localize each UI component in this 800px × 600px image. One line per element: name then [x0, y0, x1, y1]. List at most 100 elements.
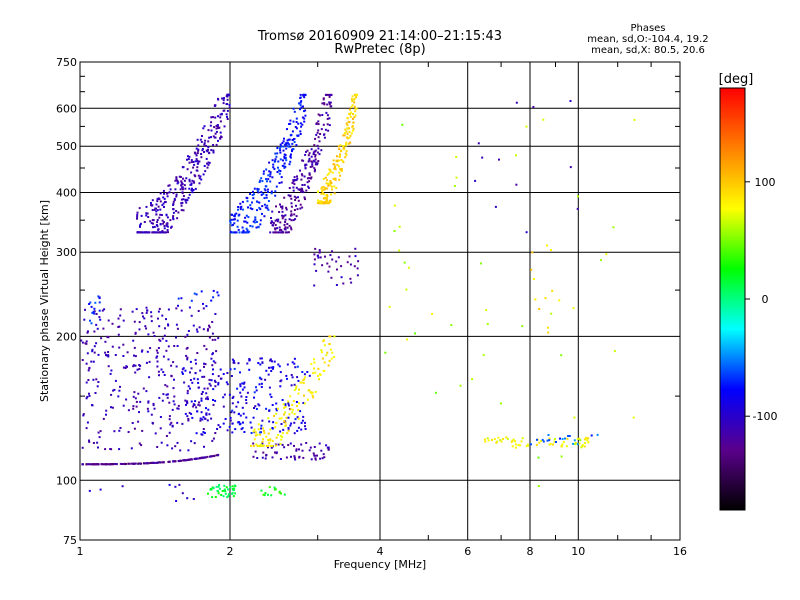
colorbar-title: [deg] — [719, 72, 754, 87]
data-point — [307, 160, 310, 163]
data-point — [243, 220, 246, 223]
data-point — [91, 404, 93, 407]
data-point — [188, 411, 191, 414]
data-point — [177, 407, 180, 410]
data-point — [275, 412, 278, 415]
data-point — [299, 130, 302, 133]
data-point — [232, 359, 235, 362]
data-point — [217, 375, 220, 378]
data-point — [167, 460, 170, 463]
data-point — [275, 422, 278, 424]
data-point — [297, 426, 300, 429]
data-point — [275, 436, 278, 439]
data-point — [261, 212, 263, 215]
x-tick-label: 2 — [227, 545, 234, 558]
data-point — [145, 214, 148, 217]
data-point — [274, 228, 277, 231]
data-point — [86, 463, 89, 466]
data-point — [295, 186, 298, 189]
data-point — [338, 178, 341, 181]
data-point — [267, 417, 270, 420]
data-point — [310, 392, 313, 395]
data-point — [481, 156, 484, 159]
data-point — [274, 451, 276, 454]
data-point — [322, 188, 325, 191]
data-point — [145, 306, 148, 309]
data-point — [320, 351, 323, 354]
data-point — [194, 457, 197, 460]
data-point — [122, 319, 125, 322]
data-point — [214, 496, 217, 498]
data-point — [431, 312, 434, 315]
data-point — [192, 405, 195, 408]
data-point — [155, 349, 158, 352]
data-point — [309, 446, 312, 449]
data-point — [506, 437, 509, 440]
data-point — [152, 404, 155, 407]
data-point — [267, 178, 270, 181]
data-point — [292, 189, 295, 192]
data-point — [274, 190, 277, 193]
x-tick-label: 10 — [571, 545, 585, 558]
data-point — [220, 113, 223, 116]
data-point — [202, 173, 205, 176]
data-point — [244, 220, 247, 223]
data-point — [125, 365, 128, 368]
data-point — [274, 224, 277, 226]
data-point — [501, 438, 504, 440]
data-point — [85, 463, 88, 466]
data-point — [80, 339, 83, 342]
data-point — [231, 431, 234, 434]
data-point — [97, 353, 100, 356]
data-point — [186, 389, 189, 392]
data-point — [212, 149, 215, 152]
data-point — [354, 255, 357, 258]
data-point — [347, 142, 350, 145]
data-point — [308, 374, 311, 377]
data-point — [172, 211, 175, 214]
data-point — [122, 355, 125, 357]
data-point — [111, 406, 114, 409]
data-point — [175, 179, 178, 182]
data-point — [283, 413, 286, 416]
data-point — [282, 140, 285, 143]
data-point — [145, 311, 148, 314]
data-point — [207, 161, 210, 164]
data-point — [583, 438, 586, 441]
data-point — [171, 408, 174, 411]
data-point — [156, 221, 159, 224]
colorbar-tick-label: 0 — [762, 293, 769, 306]
data-point — [88, 392, 90, 395]
data-point — [335, 284, 338, 286]
data-point — [203, 362, 205, 365]
data-point — [316, 191, 319, 193]
data-point — [329, 335, 332, 338]
data-point — [263, 197, 266, 200]
data-point — [158, 374, 160, 377]
data-point — [351, 129, 354, 132]
data-point — [265, 444, 268, 447]
data-point — [281, 142, 284, 145]
data-point — [293, 456, 296, 459]
data-point — [328, 182, 331, 185]
data-point — [329, 170, 332, 173]
data-point — [164, 200, 166, 203]
data-point — [342, 282, 345, 285]
data-point — [174, 460, 177, 463]
data-point — [295, 121, 298, 123]
data-point — [203, 445, 205, 448]
data-point — [334, 165, 337, 168]
data-point — [159, 192, 162, 195]
data-point — [312, 151, 315, 154]
data-point — [196, 169, 199, 172]
data-point — [127, 431, 130, 433]
data-point — [88, 439, 90, 442]
data-point — [180, 184, 183, 187]
data-point — [208, 378, 211, 381]
data-point — [277, 218, 280, 221]
data-point — [107, 355, 110, 358]
data-point — [174, 485, 177, 488]
data-point — [290, 205, 293, 208]
data-point — [299, 104, 302, 107]
data-point — [215, 124, 218, 127]
